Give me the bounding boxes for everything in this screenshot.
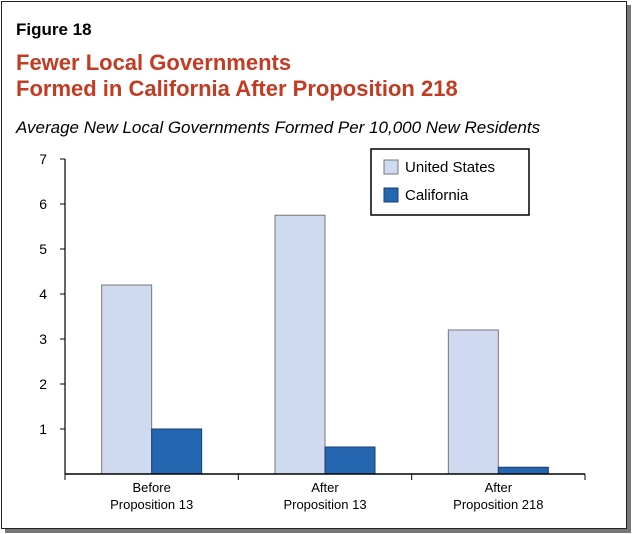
legend-label: United States xyxy=(405,159,495,176)
legend-label: California xyxy=(405,187,469,204)
y-tick-label: 5 xyxy=(39,241,47,257)
y-tick-label: 1 xyxy=(39,421,47,437)
bar-united-states xyxy=(274,214,326,475)
x-tick-label: Proposition 218 xyxy=(453,497,543,512)
chart-subtitle: Average New Local Governments Formed Per… xyxy=(16,118,541,137)
bar-california xyxy=(324,446,376,475)
y-tick-label: 6 xyxy=(39,196,47,212)
chart-title: Fewer Local Governments Formed in Califo… xyxy=(16,50,458,102)
legend-swatch xyxy=(383,187,399,203)
x-tick-label: After xyxy=(485,480,513,495)
y-tick-label: 3 xyxy=(39,331,47,347)
bar-california xyxy=(497,466,549,475)
bar-united-states xyxy=(101,284,153,475)
y-tick-label: 2 xyxy=(39,376,47,392)
figure-label: Figure 18 xyxy=(16,20,92,39)
legend-swatch xyxy=(383,159,399,175)
x-tick-label: Proposition 13 xyxy=(283,497,366,512)
x-tick-label: After xyxy=(311,480,339,495)
x-tick-label: Before xyxy=(133,480,171,495)
bar-united-states xyxy=(447,329,499,475)
title-line: Formed in California After Proposition 2… xyxy=(16,76,458,101)
x-tick-label: Proposition 13 xyxy=(110,497,193,512)
bar-california xyxy=(151,428,203,475)
y-tick-label: 7 xyxy=(39,151,47,167)
title-line: Fewer Local Governments xyxy=(16,50,292,75)
y-tick-label: 4 xyxy=(39,286,47,302)
